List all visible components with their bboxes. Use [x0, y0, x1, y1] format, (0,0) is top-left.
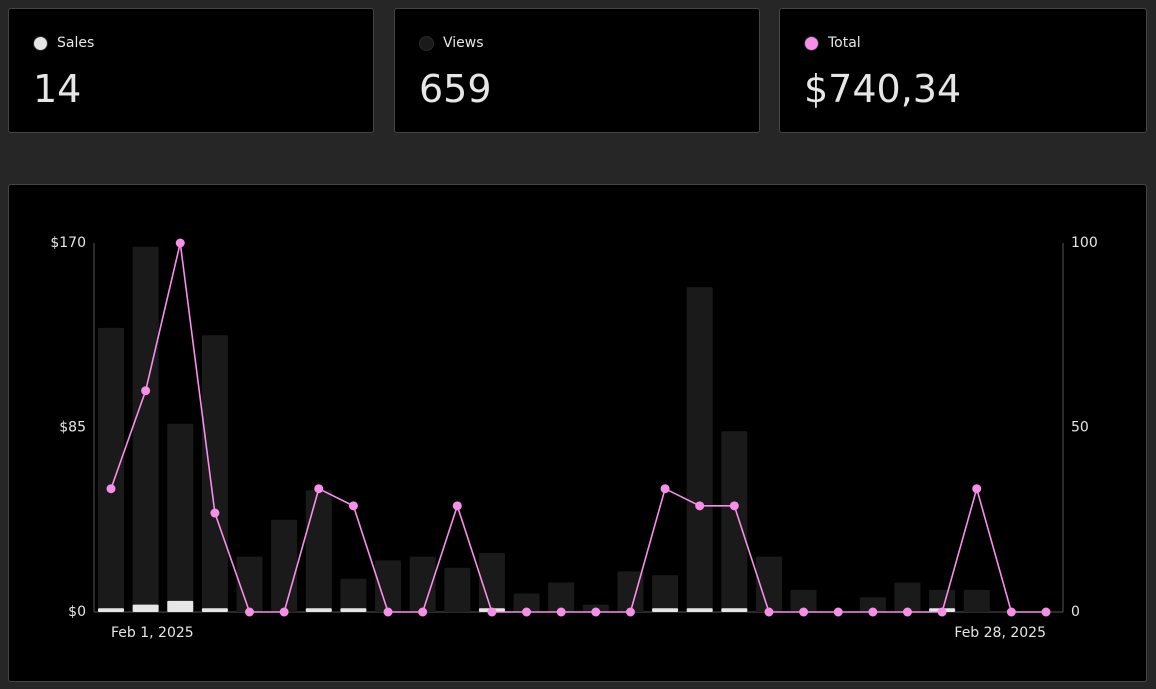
- point: [799, 607, 809, 617]
- bar: [375, 560, 402, 612]
- point: [556, 607, 566, 617]
- bar: [236, 556, 263, 612]
- point: [625, 607, 635, 617]
- point: [833, 607, 843, 617]
- y2-tick-label: 50: [1071, 420, 1089, 436]
- y-tick-label: $85: [59, 420, 86, 436]
- bar: [513, 593, 540, 612]
- point: [418, 607, 428, 617]
- point: [660, 484, 670, 494]
- card-value: $740,34: [804, 67, 962, 111]
- total-card: Total $740,34: [779, 8, 1147, 133]
- point: [591, 607, 601, 617]
- point: [348, 501, 358, 511]
- bar: [167, 600, 194, 612]
- bar: [98, 608, 124, 612]
- y2-tick-label: 100: [1071, 235, 1098, 251]
- bar: [652, 575, 679, 612]
- point: [279, 607, 289, 617]
- x-tick-label: Feb 1, 2025: [111, 625, 194, 641]
- point: [383, 607, 393, 617]
- point: [245, 607, 255, 617]
- bar: [305, 490, 332, 612]
- bar: [271, 519, 298, 612]
- point: [868, 607, 878, 617]
- point: [1041, 607, 1051, 617]
- sales-card: Sales 14: [8, 8, 374, 133]
- bar: [478, 552, 505, 612]
- bar: [132, 604, 159, 612]
- point: [729, 501, 739, 511]
- point: [522, 607, 532, 617]
- chart-panel: $0 $85 $170 0 50 100 Feb 1, 2025 Feb 28, 2025: [8, 184, 1147, 682]
- y-tick-label: $170: [50, 235, 86, 251]
- bar: [686, 608, 713, 612]
- card-label: Views: [443, 35, 484, 51]
- views-card: Views 659: [394, 8, 760, 133]
- point: [1006, 607, 1016, 617]
- bar: [305, 608, 332, 612]
- card-value: 659: [419, 67, 492, 111]
- point: [106, 484, 116, 494]
- bar: [755, 556, 782, 612]
- bar: [132, 246, 159, 612]
- point: [937, 607, 947, 617]
- bar: [617, 571, 644, 612]
- point: [487, 607, 497, 617]
- bar: [929, 589, 956, 612]
- x-tick-label: Feb 28, 2025: [954, 625, 1046, 641]
- bar: [201, 608, 228, 612]
- point: [141, 386, 151, 396]
- bar: [167, 423, 194, 612]
- bar: [409, 556, 436, 612]
- point: [695, 501, 705, 511]
- bar: [859, 597, 886, 612]
- bar: [686, 287, 713, 612]
- bar: [444, 567, 471, 612]
- bar: [894, 582, 921, 612]
- bar: [721, 608, 748, 612]
- legend-dot: [33, 36, 48, 51]
- card-value: 14: [33, 67, 82, 111]
- point: [764, 607, 774, 617]
- bar: [721, 431, 748, 612]
- point: [902, 607, 912, 617]
- legend-dot: [419, 36, 434, 51]
- card-label: Sales: [57, 35, 95, 51]
- y-tick-label: $0: [68, 604, 86, 620]
- chart: $0 $85 $170 0 50 100 Feb 1, 2025 Feb 28, 2025: [50, 235, 1098, 641]
- bar: [340, 608, 367, 612]
- point: [972, 484, 982, 494]
- legend-dot: [804, 36, 819, 51]
- bar: [652, 608, 679, 612]
- point: [452, 501, 462, 511]
- y2-tick-label: 0: [1071, 604, 1080, 620]
- bar: [790, 589, 817, 612]
- line: [110, 242, 1046, 613]
- bar: [340, 578, 367, 612]
- point: [210, 508, 220, 518]
- bar: [963, 589, 990, 612]
- bar: [548, 582, 575, 612]
- card-label: Total: [828, 35, 861, 51]
- point: [175, 238, 185, 248]
- point: [314, 484, 324, 494]
- bar: [98, 327, 124, 612]
- bar: [201, 335, 228, 612]
